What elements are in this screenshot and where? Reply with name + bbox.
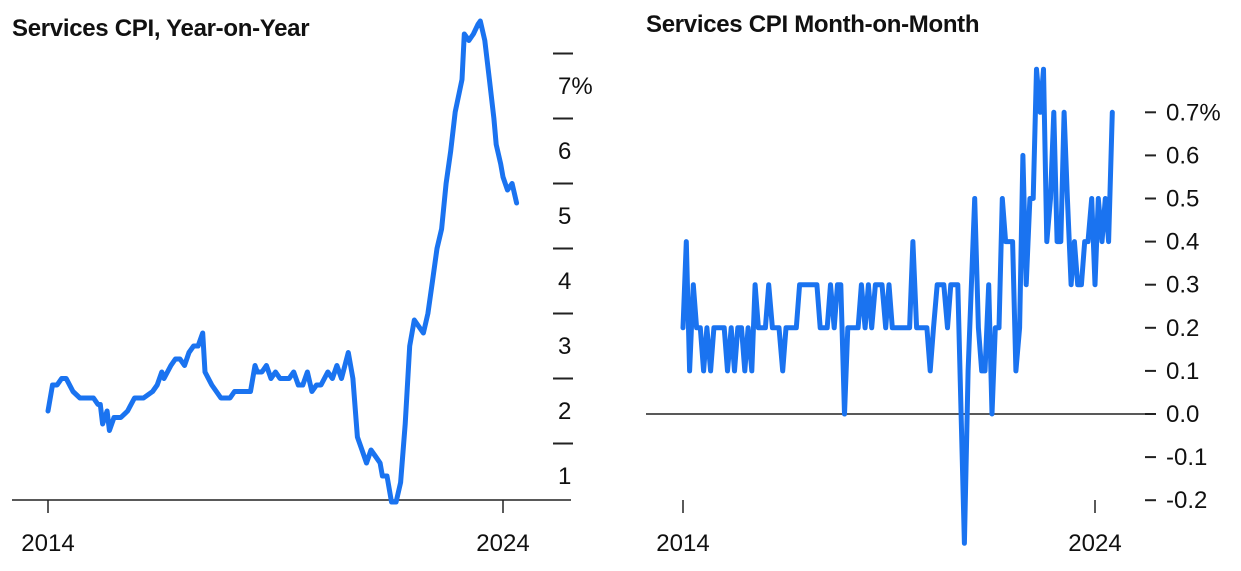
chart-title-yoy: Services CPI, Year-on-Year bbox=[12, 15, 310, 42]
mom-y-tick-label: -0.2 bbox=[1166, 487, 1207, 514]
yoy-x-tick-label: 2014 bbox=[21, 530, 74, 557]
mom-y-tick-label: 0.4 bbox=[1166, 229, 1199, 256]
yoy-y-tick-label: 4 bbox=[558, 268, 571, 295]
yoy-y-tick-label: 5 bbox=[558, 203, 571, 230]
mom-x-tick-label: 2014 bbox=[656, 530, 709, 557]
yoy-series-line bbox=[45, 18, 520, 505]
yoy-x-tick-label: 2024 bbox=[476, 530, 529, 557]
yoy-y-tick-label: 3 bbox=[558, 333, 571, 360]
yoy-chart-panel: 2014 2024 1 2 3 4 5 6 7% bbox=[12, 18, 593, 557]
mom-y-tick-label: 0.1 bbox=[1166, 358, 1199, 385]
chart-title-mom: Services CPI Month-on-Month bbox=[646, 11, 980, 38]
yoy-y-tick-label: 2 bbox=[558, 398, 571, 425]
yoy-y-tick-label: 6 bbox=[558, 138, 571, 165]
mom-series-line bbox=[680, 66, 1115, 546]
mom-y-tick-label: 0.5 bbox=[1166, 186, 1199, 213]
mom-y-tick-label: -0.1 bbox=[1166, 444, 1207, 471]
mom-y-tick-label: 0.6 bbox=[1166, 142, 1199, 169]
mom-y-tick-label: 0.7% bbox=[1166, 99, 1221, 126]
yoy-y-tick-label: 1 bbox=[558, 463, 571, 490]
mom-y-tick-label: 0.2 bbox=[1166, 315, 1199, 342]
yoy-y-tick-label: 7% bbox=[558, 73, 593, 100]
mom-chart-panel: 2014 2024 0.7% 0.6 0.5 0.4 0.3 0.2 0.1 0.0 -0.1 -0.… bbox=[646, 66, 1221, 557]
mom-x-tick-label: 2024 bbox=[1068, 530, 1121, 557]
mom-y-tick-label: 0.3 bbox=[1166, 272, 1199, 299]
mom-y-tick-label: 0.0 bbox=[1166, 401, 1199, 428]
